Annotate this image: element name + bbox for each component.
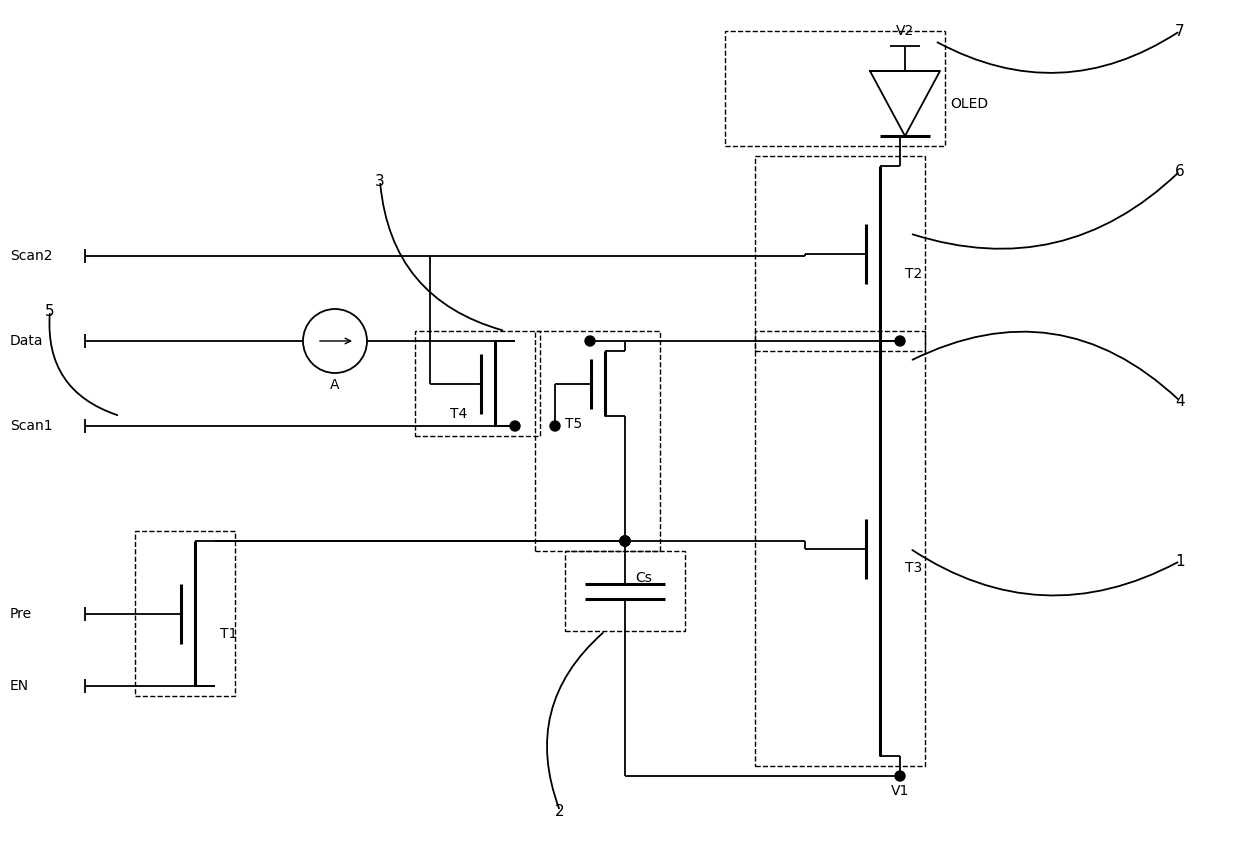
Circle shape bbox=[585, 336, 595, 346]
Text: 5: 5 bbox=[45, 303, 55, 319]
Text: V2: V2 bbox=[895, 24, 914, 38]
Circle shape bbox=[620, 536, 630, 546]
Text: 1: 1 bbox=[1176, 554, 1184, 568]
Text: 3: 3 bbox=[376, 174, 384, 189]
Text: Data: Data bbox=[10, 334, 43, 348]
Text: OLED: OLED bbox=[950, 96, 988, 110]
Text: Cs: Cs bbox=[635, 572, 652, 585]
Circle shape bbox=[620, 536, 630, 546]
Bar bbox=[135, 531, 236, 696]
Text: 4: 4 bbox=[1176, 393, 1184, 408]
Text: A: A bbox=[330, 378, 340, 392]
Bar bbox=[534, 331, 660, 551]
Text: T1: T1 bbox=[219, 627, 237, 641]
Circle shape bbox=[620, 536, 630, 546]
Circle shape bbox=[895, 336, 905, 346]
Text: T4: T4 bbox=[450, 406, 467, 420]
Bar bbox=[725, 31, 945, 146]
Bar bbox=[755, 331, 925, 766]
Text: V1: V1 bbox=[890, 784, 909, 798]
Circle shape bbox=[510, 421, 520, 431]
Bar bbox=[755, 156, 925, 351]
Text: Scan1: Scan1 bbox=[10, 419, 52, 433]
Text: Pre: Pre bbox=[10, 606, 32, 621]
Text: EN: EN bbox=[10, 679, 29, 693]
Text: Scan2: Scan2 bbox=[10, 249, 52, 263]
Text: 6: 6 bbox=[1176, 164, 1185, 178]
Circle shape bbox=[620, 536, 630, 546]
Text: 7: 7 bbox=[1176, 23, 1184, 39]
Circle shape bbox=[303, 309, 367, 373]
Bar bbox=[415, 331, 539, 436]
Text: 2: 2 bbox=[556, 803, 564, 819]
Bar bbox=[565, 551, 684, 631]
Text: T2: T2 bbox=[905, 267, 923, 281]
Circle shape bbox=[551, 421, 560, 431]
Text: T3: T3 bbox=[905, 561, 923, 575]
Circle shape bbox=[895, 771, 905, 781]
Text: T5: T5 bbox=[565, 417, 583, 430]
